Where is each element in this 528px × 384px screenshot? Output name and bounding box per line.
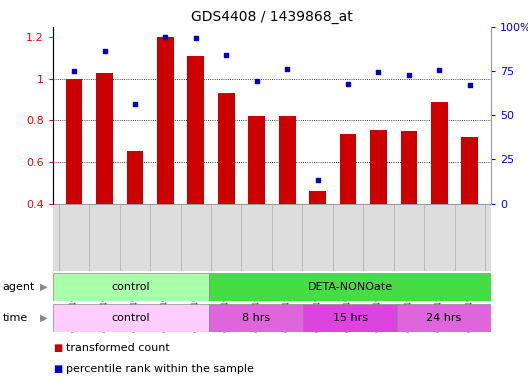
Bar bbox=[279, 116, 296, 204]
Bar bbox=[401, 131, 417, 204]
Bar bbox=[53, 304, 209, 331]
Text: ▶: ▶ bbox=[40, 282, 47, 292]
Text: 24 hrs: 24 hrs bbox=[427, 313, 461, 323]
Bar bbox=[157, 37, 174, 204]
Bar bbox=[218, 93, 234, 204]
Text: 15 hrs: 15 hrs bbox=[333, 313, 367, 323]
Bar bbox=[303, 304, 397, 331]
Bar bbox=[65, 79, 82, 204]
Bar bbox=[209, 273, 491, 301]
Bar bbox=[370, 130, 387, 204]
Point bbox=[100, 48, 109, 54]
Point bbox=[252, 78, 261, 84]
Text: transformed count: transformed count bbox=[66, 343, 169, 353]
Bar bbox=[248, 116, 265, 204]
Bar bbox=[187, 56, 204, 204]
Text: percentile rank within the sample: percentile rank within the sample bbox=[66, 364, 254, 374]
Point bbox=[404, 73, 413, 79]
Bar bbox=[340, 134, 356, 204]
Point bbox=[131, 101, 139, 107]
Point bbox=[222, 52, 231, 58]
Text: time: time bbox=[3, 313, 28, 323]
Text: ■: ■ bbox=[53, 364, 62, 374]
Point bbox=[192, 35, 200, 41]
Bar bbox=[309, 191, 326, 204]
Text: 8 hrs: 8 hrs bbox=[242, 313, 270, 323]
Point bbox=[161, 33, 169, 40]
Point bbox=[374, 69, 383, 75]
Bar bbox=[127, 151, 143, 204]
Bar bbox=[461, 137, 478, 204]
Text: agent: agent bbox=[3, 282, 35, 292]
Text: ■: ■ bbox=[53, 343, 62, 353]
Point bbox=[344, 81, 352, 87]
Point bbox=[466, 82, 474, 88]
Text: ▶: ▶ bbox=[40, 313, 47, 323]
Text: control: control bbox=[112, 313, 150, 323]
Point bbox=[313, 177, 322, 183]
Point bbox=[283, 66, 291, 72]
Title: GDS4408 / 1439868_at: GDS4408 / 1439868_at bbox=[191, 10, 353, 25]
Point bbox=[435, 67, 444, 73]
Bar bbox=[397, 304, 491, 331]
Bar bbox=[96, 73, 113, 204]
Bar bbox=[431, 102, 448, 204]
Point bbox=[70, 68, 78, 74]
Bar bbox=[209, 304, 303, 331]
Bar bbox=[53, 273, 209, 301]
Text: DETA-NONOate: DETA-NONOate bbox=[308, 282, 393, 292]
Text: control: control bbox=[112, 282, 150, 292]
